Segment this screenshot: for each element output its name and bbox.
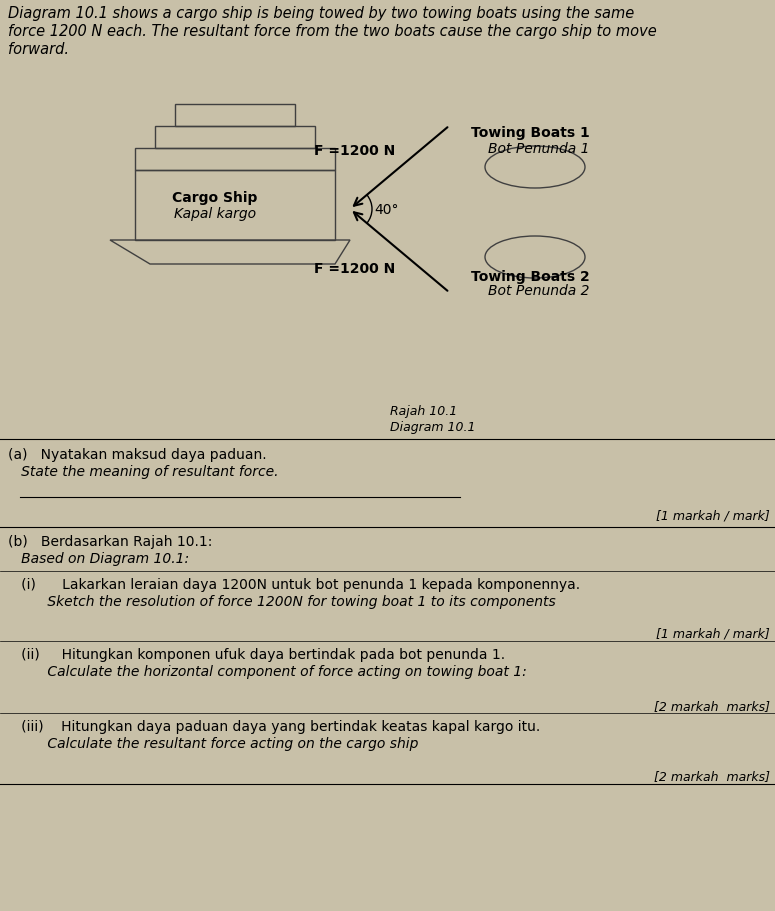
Text: Cargo Ship: Cargo Ship (172, 190, 257, 205)
Text: 40°: 40° (374, 203, 398, 217)
Text: [2 markah  marks]: [2 markah marks] (654, 769, 770, 783)
Text: (i)      Lakarkan leraian daya 1200N untuk bot penunda 1 kepada komponennya.: (i) Lakarkan leraian daya 1200N untuk bo… (8, 578, 580, 591)
Text: Diagram 10.1: Diagram 10.1 (390, 421, 476, 434)
Text: Bot Penunda 2: Bot Penunda 2 (488, 283, 590, 298)
Bar (155, 127, 315, 148)
Bar (175, 105, 295, 127)
Text: Kapal kargo: Kapal kargo (174, 207, 256, 220)
Text: forward.: forward. (8, 42, 69, 56)
Bar (135, 171, 335, 241)
Text: Calculate the horizontal component of force acting on towing boat 1:: Calculate the horizontal component of fo… (8, 664, 527, 679)
Text: Diagram 10.1 shows a cargo ship is being towed by two towing boats using the sam: Diagram 10.1 shows a cargo ship is being… (8, 6, 634, 21)
Text: Towing Boats 1: Towing Boats 1 (471, 126, 590, 140)
Text: Calculate the resultant force acting on the cargo ship: Calculate the resultant force acting on … (8, 736, 418, 750)
Text: F =1200 N: F =1200 N (314, 261, 394, 275)
Text: [2 markah  marks]: [2 markah marks] (654, 700, 770, 712)
Text: Sketch the resolution of force 1200N for towing boat 1 to its components: Sketch the resolution of force 1200N for… (8, 594, 556, 609)
Text: (a)   Nyatakan maksud daya paduan.: (a) Nyatakan maksud daya paduan. (8, 447, 267, 462)
Text: [1 markah / mark]: [1 markah / mark] (656, 628, 770, 640)
Text: (b)   Berdasarkan Rajah 10.1:: (b) Berdasarkan Rajah 10.1: (8, 535, 212, 548)
Text: Rajah 10.1: Rajah 10.1 (390, 404, 457, 417)
Text: Based on Diagram 10.1:: Based on Diagram 10.1: (8, 551, 189, 566)
Text: [1 markah / mark]: [1 markah / mark] (656, 509, 770, 522)
Text: State the meaning of resultant force.: State the meaning of resultant force. (8, 465, 278, 478)
Bar (135, 148, 335, 171)
Text: force 1200 N each. The resultant force from the two boats cause the cargo ship t: force 1200 N each. The resultant force f… (8, 24, 656, 39)
Text: Towing Boats 2: Towing Boats 2 (471, 270, 590, 283)
Text: (ii)     Hitungkan komponen ufuk daya bertindak pada bot penunda 1.: (ii) Hitungkan komponen ufuk daya bertin… (8, 648, 505, 661)
Text: Bot Penunda 1: Bot Penunda 1 (488, 142, 590, 156)
Text: (iii)    Hitungkan daya paduan daya yang bertindak keatas kapal kargo itu.: (iii) Hitungkan daya paduan daya yang be… (8, 719, 540, 733)
Text: F =1200 N: F =1200 N (314, 144, 394, 158)
